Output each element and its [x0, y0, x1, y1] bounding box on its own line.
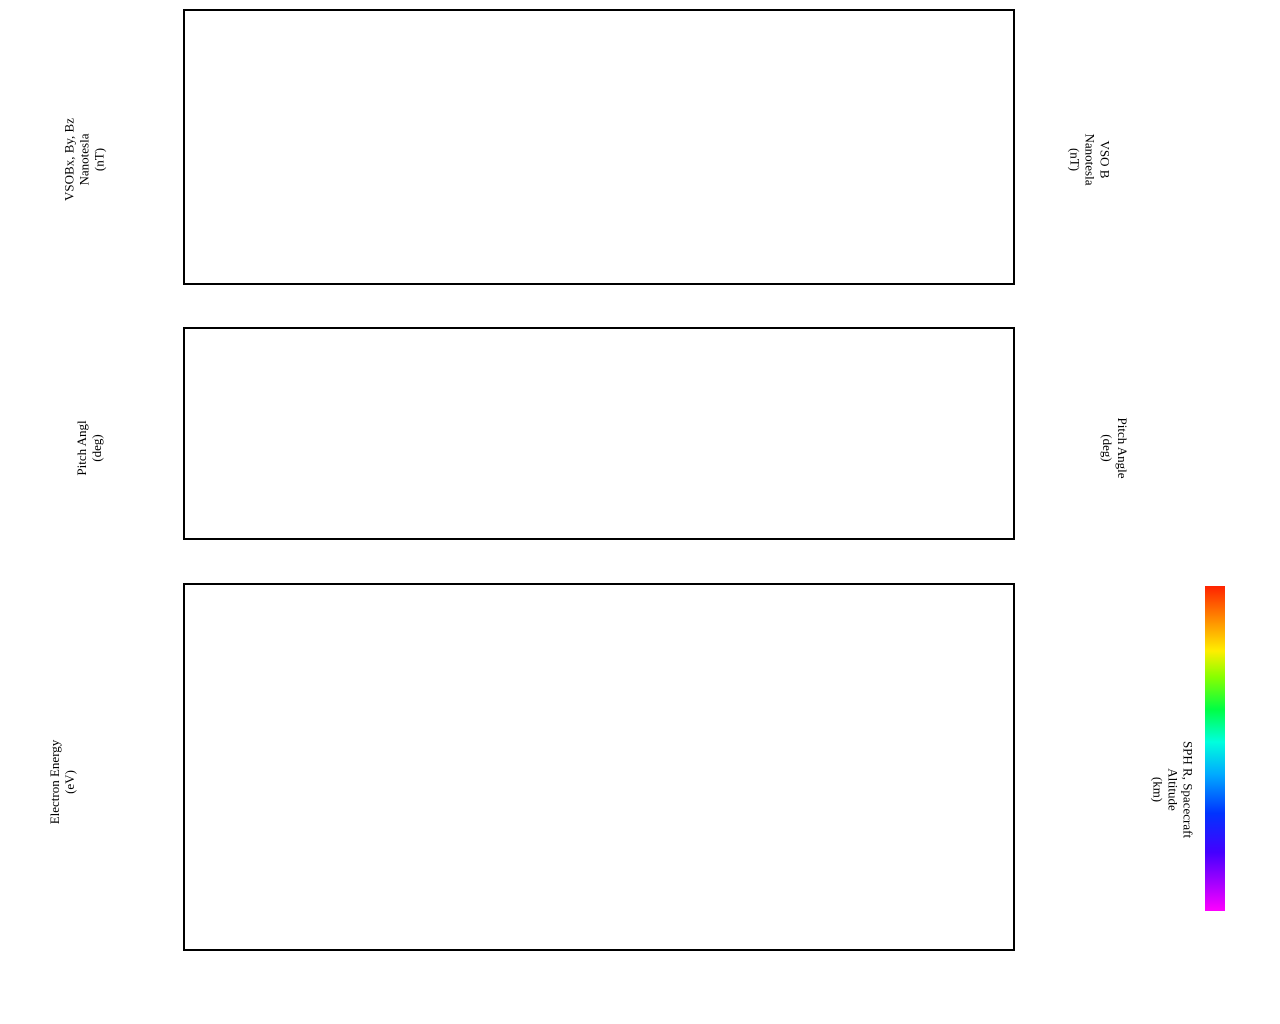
electron-energy-spectrogram-panel: [183, 583, 1015, 951]
pitch-angle-panel: [183, 327, 1015, 540]
colorbar: [1205, 586, 1225, 911]
spacecraft-altitude-ylabel-right: SPH R, Spacecraft Altitude (km): [1150, 740, 1196, 839]
magnetic-field-ylabel-right: VSO B Nanotesla (nT): [1067, 133, 1113, 186]
magnetic-field-panel: [183, 9, 1015, 285]
electron-energy-ylabel-left: Electron Energy (eV): [47, 739, 77, 825]
magnetic-field-ylabel-left: VSOBx, By, Bz Nanotesla (nT): [61, 118, 107, 201]
electron-energy-spectrogram: [185, 585, 1013, 949]
magnetic-field-plot: [185, 11, 1013, 283]
colorbar-gradient: [1205, 586, 1225, 911]
pitch-angle-ylabel-left: Pitch Angl (deg): [74, 420, 104, 476]
pitch-angle-ylabel-right: Pitch Angle (deg): [1100, 417, 1130, 479]
pitch-angle-plot: [185, 329, 1013, 538]
